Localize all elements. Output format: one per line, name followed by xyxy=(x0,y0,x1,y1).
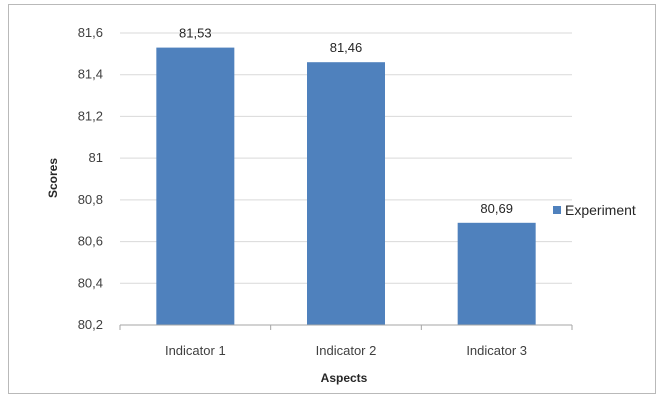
x-tick-labels: Indicator 1 Indicator 2 Indicator 3 xyxy=(119,325,573,358)
x-tick-label: Indicator 2 xyxy=(316,343,377,358)
y-tick-label: 81,4 xyxy=(78,67,103,82)
bars xyxy=(156,47,536,325)
y-tick-label: 81,2 xyxy=(78,108,103,123)
legend-swatch xyxy=(553,206,561,214)
x-tick-label: Indicator 1 xyxy=(165,343,226,358)
x-axis-title: Aspects xyxy=(321,371,368,385)
y-tick-label: 81 xyxy=(89,150,103,165)
bar xyxy=(307,62,385,325)
bar xyxy=(457,222,536,325)
y-tick-label: 80,6 xyxy=(78,234,103,249)
y-tick-label: 80,2 xyxy=(78,317,103,332)
y-tick-label: 80,8 xyxy=(78,192,103,207)
data-label: 81,53 xyxy=(179,26,212,41)
legend: Experiment xyxy=(553,202,636,218)
x-tick-label: Indicator 3 xyxy=(466,343,527,358)
bar xyxy=(156,47,235,325)
data-labels: 81,53 81,46 80,69 xyxy=(179,26,513,216)
data-label: 81,46 xyxy=(330,40,363,55)
y-tick-label: 80,4 xyxy=(78,275,103,290)
y-tick-labels: 80,2 80,4 80,6 80,8 81 81,2 81,4 81,6 xyxy=(78,25,103,332)
data-label: 80,69 xyxy=(480,201,513,216)
y-tick-label: 81,6 xyxy=(78,25,103,40)
y-axis-title: Scores xyxy=(46,158,60,198)
legend-label: Experiment xyxy=(565,202,636,218)
